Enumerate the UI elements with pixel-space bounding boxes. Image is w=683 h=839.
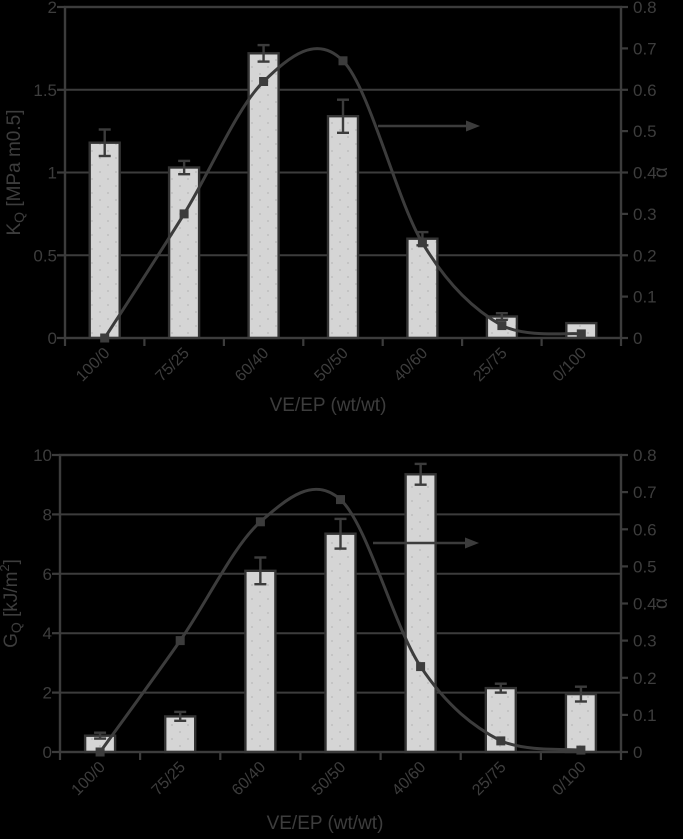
alpha-marker-40/60: [416, 662, 426, 672]
error-bar-100/0: [94, 731, 107, 740]
error-bar-25/75: [494, 682, 507, 694]
right-axis-tick-label: 0.8: [633, 0, 657, 17]
error-bar-40/60: [414, 462, 427, 486]
x-axis-title: VE/EP (wt/wt): [267, 813, 384, 834]
x-category-label-100/0: 100/0: [69, 759, 109, 799]
right-axis-tick-label: 0.2: [633, 246, 657, 265]
right-axis-tick-label: 0: [633, 743, 642, 762]
right-axis-tick-label: 0.6: [633, 81, 657, 100]
alpha-marker-25/75: [497, 321, 507, 331]
right-axis-arrowhead: [466, 120, 480, 132]
gq-chart-canvas: 0 2 4 6 8 10 0 0.1 0.2 0.3 0.4 0.5 0.6 0.7 0.8 100/0 75/…: [0, 446, 672, 834]
x-category-label-40/60: 40/60: [389, 759, 429, 799]
right-axis-tick-label: 0.3: [633, 632, 657, 651]
left-axis-tick-label: 4: [43, 624, 52, 643]
right-axis-tick-label: 0.5: [633, 557, 657, 576]
alpha-marker-75/25: [175, 636, 185, 646]
chart-gq-fracture-energy: 0 2 4 6 8 10 0 0.1 0.2 0.3 0.4 0.5 0.6 0.7 0.8 100/0 75/…: [0, 420, 683, 839]
error-bar-60/40: [254, 556, 267, 586]
x-category-label-60/40: 60/40: [232, 345, 272, 385]
left-axis-tick-label: 0.5: [33, 246, 57, 265]
left-axis-tick-label: 10: [33, 446, 52, 465]
error-bar-75/25: [174, 710, 187, 722]
alpha-marker-100/0: [100, 333, 110, 343]
alpha-marker-25/75: [496, 736, 506, 746]
kq-chart-canvas: 0 0.5 1 1.5 2 0 0.1 0.2 0.3 0.4 0.5 0.6 0.7 0.8 100/0 7…: [4, 0, 672, 416]
error-bar-50/50: [334, 517, 347, 550]
error-bar-100/0: [98, 128, 111, 158]
right-axis-tick-label: 0.8: [633, 446, 657, 465]
x-category-label-0/100: 0/100: [549, 759, 589, 799]
right-axis-tick-label: 0.3: [633, 205, 657, 224]
x-category-label-60/40: 60/40: [229, 759, 269, 799]
error-bar-75/25: [178, 159, 191, 176]
left-axis-tick-label: 0: [48, 329, 57, 348]
alpha-marker-50/50: [336, 495, 345, 505]
x-category-label-25/75: 25/75: [469, 759, 509, 799]
bar-40/60: [404, 473, 437, 754]
right-axis-arrowhead: [465, 537, 479, 549]
right-axis-tick-label: 0: [633, 329, 642, 348]
left-axis-tick-label: 2: [48, 0, 57, 17]
right-axis-title: α: [651, 598, 672, 609]
x-category-label-75/25: 75/25: [153, 345, 193, 385]
bar-100/0: [88, 141, 121, 340]
right-axis-tick-label: 0.7: [633, 483, 657, 502]
error-bar-0/100: [574, 685, 587, 703]
alpha-marker-50/50: [338, 56, 348, 66]
right-axis-tick-label: 0.4: [633, 164, 657, 183]
alpha-marker-100/0: [95, 747, 105, 757]
x-axis-title: VE/EP (wt/wt): [270, 395, 387, 416]
alpha-marker-0/100: [576, 329, 586, 339]
bar-50/50: [324, 532, 357, 754]
bar-60/40: [244, 569, 277, 754]
x-category-label-25/75: 25/75: [470, 345, 510, 385]
bar-50/50: [326, 114, 360, 340]
right-axis-tick-label: 0.2: [633, 669, 657, 688]
x-category-label-75/25: 75/25: [149, 759, 189, 799]
left-axis-tick-label: 8: [43, 505, 52, 524]
right-axis-tick-label: 0.1: [633, 706, 657, 725]
alpha-marker-0/100: [576, 745, 586, 755]
x-category-label-0/100: 0/100: [550, 345, 590, 385]
left-axis-tick-label: 0: [43, 743, 52, 762]
left-axis-tick-label: 1.5: [33, 81, 57, 100]
left-axis-tick-label: 1: [48, 164, 57, 183]
right-axis-title: α: [651, 167, 672, 178]
error-bar-50/50: [337, 98, 349, 135]
bar-75/25: [163, 715, 197, 754]
bar-0/100: [564, 692, 598, 754]
chart-kq-fracture-toughness: 0 0.5 1 1.5 2 0 0.1 0.2 0.3 0.4 0.5 0.6 0.7 0.8 100/0 7…: [4, 0, 672, 416]
left-axis-title: GQ [kJ/m2]: [0, 559, 24, 648]
error-bar-60/40: [257, 43, 270, 63]
left-axis-tick-label: 2: [43, 684, 52, 703]
alpha-marker-60/40: [255, 517, 265, 527]
alpha-marker-40/60: [417, 238, 427, 248]
right-axis-tick-label: 0.6: [633, 520, 657, 539]
right-axis-tick-label: 0.7: [633, 39, 657, 58]
x-category-label-40/60: 40/60: [391, 345, 431, 385]
right-axis-tick-label: 0.5: [633, 122, 657, 141]
x-category-label-50/50: 50/50: [311, 345, 351, 385]
alpha-marker-75/25: [179, 209, 189, 219]
left-axis-tick-label: 6: [43, 565, 52, 584]
alpha-marker-60/40: [259, 77, 269, 86]
right-axis-tick-label: 0.4: [633, 595, 657, 614]
left-axis-title: KQ [MPa m0.5]: [4, 110, 27, 236]
x-category-label-50/50: 50/50: [309, 759, 349, 799]
bar-40/60: [406, 237, 439, 340]
error-bar-25/75: [495, 312, 508, 321]
right-axis-tick-label: 0.1: [633, 288, 657, 307]
x-category-label-100/0: 100/0: [73, 345, 113, 385]
